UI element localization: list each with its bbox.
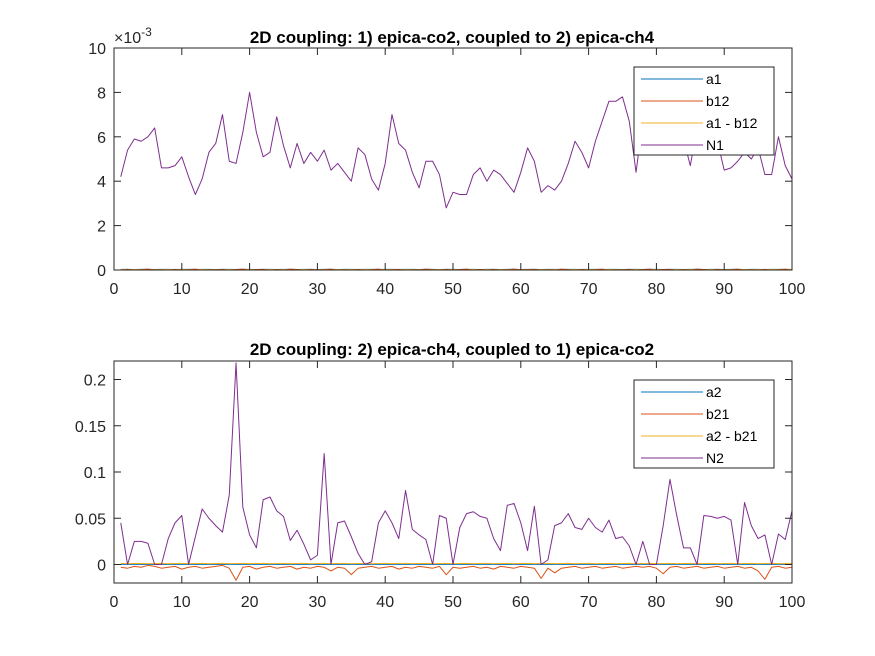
top-x-tick-label-70: 70 xyxy=(580,281,598,298)
top-legend-item-a1-minus-b12: a1 - b12 xyxy=(641,115,758,131)
top-chart-legend: a1 b12 a1 - b12 N1 xyxy=(633,66,775,156)
bottom-series-line-b21 xyxy=(120,564,793,581)
top-chart-x-ticks: 0 10 20 30 40 50 60 70 80 90 100 xyxy=(110,48,806,298)
bottom-chart-x-ticks: 0 10 20 30 40 50 60 70 80 90 100 xyxy=(110,361,806,611)
bottom-chart-title: 2D coupling: 2) epica-ch4, coupled to 1)… xyxy=(250,340,654,359)
bottom-chart-y-ticks: 0 0.05 0.1 0.15 0.2 xyxy=(75,373,792,575)
top-legend-label-a1-minus-b12: a1 - b12 xyxy=(706,115,758,131)
top-chart-title: 2D coupling: 1) epica-co2, coupled to 2)… xyxy=(250,28,655,47)
bottom-chart: 2D coupling: 2) epica-ch4, coupled to 1)… xyxy=(75,340,806,611)
bottom-x-tick-label-30: 30 xyxy=(309,594,327,611)
bottom-y-tick-label-1: 0.05 xyxy=(75,511,106,528)
top-chart-exponent-power: -3 xyxy=(141,25,152,39)
top-y-tick-label-4: 8 xyxy=(97,85,106,102)
bottom-x-tick-label-80: 80 xyxy=(648,594,666,611)
bottom-x-tick-label-10: 10 xyxy=(173,594,191,611)
top-x-tick-label-80: 80 xyxy=(648,281,666,298)
bottom-y-tick-label-2: 0.1 xyxy=(84,465,106,482)
top-chart-exponent-label: ×10-3 xyxy=(114,25,152,47)
top-x-tick-label-20: 20 xyxy=(241,281,259,298)
top-y-tick-label-3: 6 xyxy=(97,130,106,147)
bottom-legend-label-a2: a2 xyxy=(706,384,722,400)
top-x-tick-label-100: 100 xyxy=(779,281,806,298)
top-x-tick-label-40: 40 xyxy=(376,281,394,298)
bottom-x-tick-label-50: 50 xyxy=(444,594,462,611)
bottom-y-tick-label-3: 0.15 xyxy=(75,419,106,436)
top-y-tick-label-5: 10 xyxy=(88,41,106,58)
top-x-tick-label-30: 30 xyxy=(309,281,327,298)
bottom-y-tick-label-0: 0 xyxy=(97,558,106,575)
bottom-x-tick-label-0: 0 xyxy=(110,594,119,611)
bottom-series-line-n2 xyxy=(120,362,793,565)
top-x-tick-label-90: 90 xyxy=(715,281,733,298)
top-legend-item-n1: N1 xyxy=(641,137,724,153)
bottom-legend-label-b21: b21 xyxy=(706,406,730,422)
top-y-tick-label-0: 0 xyxy=(97,263,106,280)
top-legend-item-b12: b12 xyxy=(641,93,730,109)
bottom-legend-item-a2: a2 xyxy=(641,384,722,400)
bottom-x-tick-label-90: 90 xyxy=(715,594,733,611)
bottom-legend-item-b21: b21 xyxy=(641,406,730,422)
top-chart-y-ticks: 0 2 4 6 8 10 xyxy=(88,41,792,280)
bottom-legend-item-a2-minus-b21: a2 - b21 xyxy=(641,428,758,444)
top-legend-label-b12: b12 xyxy=(706,93,730,109)
bottom-chart-legend-box xyxy=(633,379,775,469)
top-x-tick-label-0: 0 xyxy=(110,281,119,298)
bottom-x-tick-label-100: 100 xyxy=(779,594,806,611)
top-x-tick-label-10: 10 xyxy=(173,281,191,298)
bottom-x-tick-label-20: 20 xyxy=(241,594,259,611)
top-chart-legend-box xyxy=(633,66,775,156)
top-legend-item-a1: a1 xyxy=(641,71,722,87)
top-legend-label-n1: N1 xyxy=(706,137,724,153)
top-chart: 2D coupling: 1) epica-co2, coupled to 2)… xyxy=(88,25,805,298)
top-legend-label-a1: a1 xyxy=(706,71,722,87)
bottom-chart-series-group xyxy=(120,362,793,581)
top-y-tick-label-1: 2 xyxy=(97,219,106,236)
bottom-y-tick-label-4: 0.2 xyxy=(84,373,106,390)
bottom-legend-item-n2: N2 xyxy=(641,450,724,466)
bottom-x-tick-label-70: 70 xyxy=(580,594,598,611)
top-x-tick-label-50: 50 xyxy=(444,281,462,298)
bottom-x-tick-label-60: 60 xyxy=(512,594,530,611)
bottom-legend-label-a2-minus-b21: a2 - b21 xyxy=(706,428,758,444)
bottom-legend-label-n2: N2 xyxy=(706,450,724,466)
bottom-chart-legend: a2 b21 a2 - b21 N2 xyxy=(633,379,775,469)
top-chart-exponent-base: ×10 xyxy=(114,30,141,47)
top-y-tick-label-2: 4 xyxy=(97,174,106,191)
bottom-x-tick-label-40: 40 xyxy=(376,594,394,611)
top-x-tick-label-60: 60 xyxy=(512,281,530,298)
top-chart-plot-area: 0 10 20 30 40 50 60 70 80 90 100 0 2 4 6 8 10 xyxy=(88,41,805,298)
